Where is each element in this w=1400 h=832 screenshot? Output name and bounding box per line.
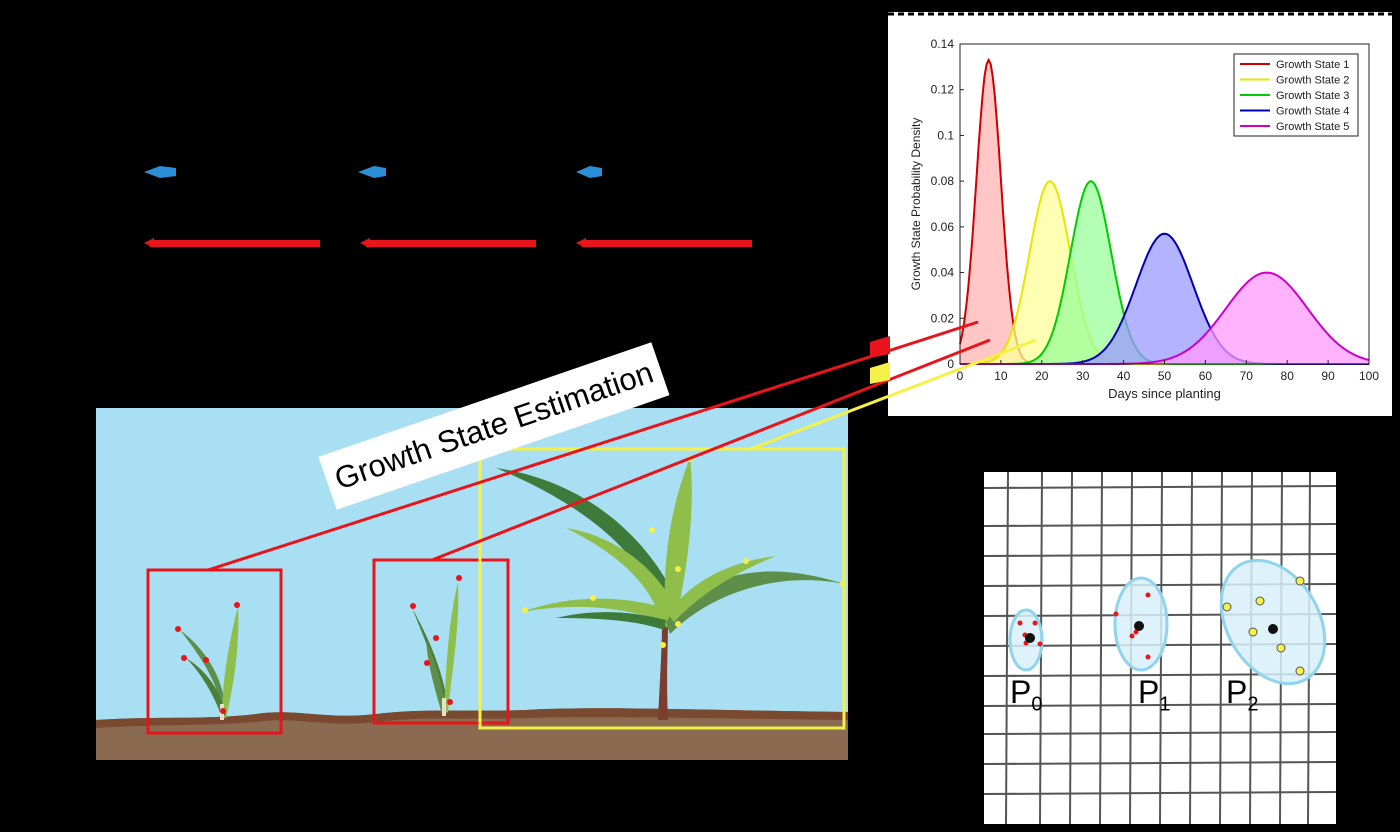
legend-label-4: Growth State 4 [1276,106,1349,118]
x-tick-label: 60 [1199,369,1213,383]
legend-label-2: Growth State 2 [1276,75,1349,87]
x-axis-label: Days since planting [1108,386,1221,401]
partition-p0-ellipse [1008,608,1044,672]
y-tick-label: 0.02 [931,311,955,325]
series-area-1 [960,60,1369,364]
x-tick-label: 80 [1281,369,1295,383]
y-axis-label: Growth State Probability Density [909,118,923,291]
partition-p1-ellipse [1113,576,1169,672]
x-tick-label: 90 [1321,369,1335,383]
keypoints-seedling-2 [410,575,462,705]
blue-arrow-2 [358,166,386,178]
red-arrow-2 [366,240,536,247]
series-area-4 [960,233,1369,364]
blue-arrow-3 [576,166,602,178]
x-tick-label: 30 [1076,369,1090,383]
partition-label-p0: P0 [1010,674,1043,716]
legend-label-5: Growth State 5 [1276,121,1349,133]
y-tick-label: 0.06 [931,220,955,234]
series-area-3 [960,181,1369,364]
y-tick-label: 0.12 [931,83,955,97]
red-arrow-3 [582,240,752,247]
partition-grid [983,471,1337,825]
legend-label-3: Growth State 3 [1276,90,1349,102]
y-tick-label: 0.08 [931,174,955,188]
series-area-5 [960,272,1369,364]
legend-label-1: Growth State 1 [1276,59,1349,71]
seedling-2 [412,582,459,716]
partition-grid-panel: P0 P1 P2 [983,471,1337,825]
y-tick-label: 0.1 [937,128,954,142]
x-tick-label: 10 [994,369,1008,383]
x-tick-label: 50 [1158,369,1172,383]
red-arrow-1 [150,240,320,247]
x-tick-label: 0 [957,369,964,383]
y-tick-label: 0.04 [931,266,955,280]
partition-label-p1: P1 [1138,674,1171,716]
partition-label-p2: P2 [1226,674,1259,716]
partition-p2-ellipse [1219,558,1327,686]
blue-arrow-1 [144,166,176,178]
soil [96,708,848,760]
x-tick-label: 20 [1035,369,1049,383]
keypoints-seedling-1 [175,602,240,714]
chart-canvas: 0 10 20 30 40 50 60 70 80 90 100 0 0.02 0.04 0.06 0.08 0… [888,12,1392,401]
x-tick-label: 100 [1359,369,1379,383]
y-tick-label: 0.14 [931,37,955,51]
legend-box [1233,53,1359,137]
growth-state-chart: 0 10 20 30 40 50 60 70 80 90 100 0 0.02 0.04 0.06 0.08 0… [888,12,1392,416]
x-tick-label: 40 [1117,369,1131,383]
x-tick-label: 70 [1240,369,1254,383]
y-tick-label: 0 [947,357,954,371]
